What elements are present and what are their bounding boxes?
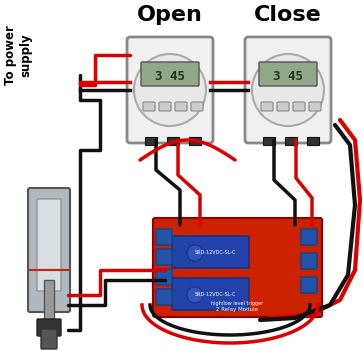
Bar bbox=[167, 137, 179, 145]
FancyBboxPatch shape bbox=[301, 277, 317, 293]
Text: SRD-12VDC-SL-C: SRD-12VDC-SL-C bbox=[194, 251, 236, 256]
Bar bbox=[145, 137, 157, 145]
Text: Open: Open bbox=[137, 5, 203, 25]
Bar bbox=[44, 280, 54, 330]
Bar bbox=[307, 137, 319, 145]
Bar bbox=[263, 137, 275, 145]
FancyBboxPatch shape bbox=[175, 102, 187, 111]
FancyBboxPatch shape bbox=[141, 62, 199, 86]
Circle shape bbox=[187, 245, 203, 261]
Text: 3 45: 3 45 bbox=[273, 70, 303, 84]
Circle shape bbox=[252, 54, 324, 126]
FancyBboxPatch shape bbox=[245, 37, 331, 143]
FancyBboxPatch shape bbox=[293, 102, 305, 111]
FancyBboxPatch shape bbox=[156, 249, 172, 265]
FancyBboxPatch shape bbox=[156, 289, 172, 305]
Text: 3 45: 3 45 bbox=[155, 70, 185, 84]
FancyBboxPatch shape bbox=[37, 319, 61, 336]
FancyBboxPatch shape bbox=[37, 199, 61, 291]
Text: Close: Close bbox=[254, 5, 322, 25]
FancyBboxPatch shape bbox=[153, 218, 322, 317]
Bar bbox=[285, 137, 297, 145]
Text: 2 Relay Module: 2 Relay Module bbox=[216, 308, 258, 313]
FancyBboxPatch shape bbox=[127, 37, 213, 143]
FancyBboxPatch shape bbox=[261, 102, 273, 111]
Circle shape bbox=[187, 287, 203, 303]
FancyBboxPatch shape bbox=[309, 102, 321, 111]
FancyBboxPatch shape bbox=[28, 188, 70, 312]
FancyBboxPatch shape bbox=[301, 229, 317, 245]
FancyBboxPatch shape bbox=[41, 329, 57, 349]
FancyBboxPatch shape bbox=[172, 278, 249, 310]
Text: high/low level trigger: high/low level trigger bbox=[211, 301, 264, 306]
Text: To power
supply: To power supply bbox=[4, 25, 32, 85]
Text: SRD-12VDC-SL-C: SRD-12VDC-SL-C bbox=[194, 293, 236, 297]
FancyBboxPatch shape bbox=[172, 236, 249, 268]
Bar bbox=[189, 137, 201, 145]
FancyBboxPatch shape bbox=[159, 102, 171, 111]
FancyBboxPatch shape bbox=[156, 269, 172, 285]
FancyBboxPatch shape bbox=[301, 253, 317, 269]
FancyBboxPatch shape bbox=[156, 229, 172, 245]
Circle shape bbox=[134, 54, 206, 126]
FancyBboxPatch shape bbox=[143, 102, 155, 111]
FancyBboxPatch shape bbox=[259, 62, 317, 86]
FancyBboxPatch shape bbox=[191, 102, 203, 111]
FancyBboxPatch shape bbox=[277, 102, 289, 111]
